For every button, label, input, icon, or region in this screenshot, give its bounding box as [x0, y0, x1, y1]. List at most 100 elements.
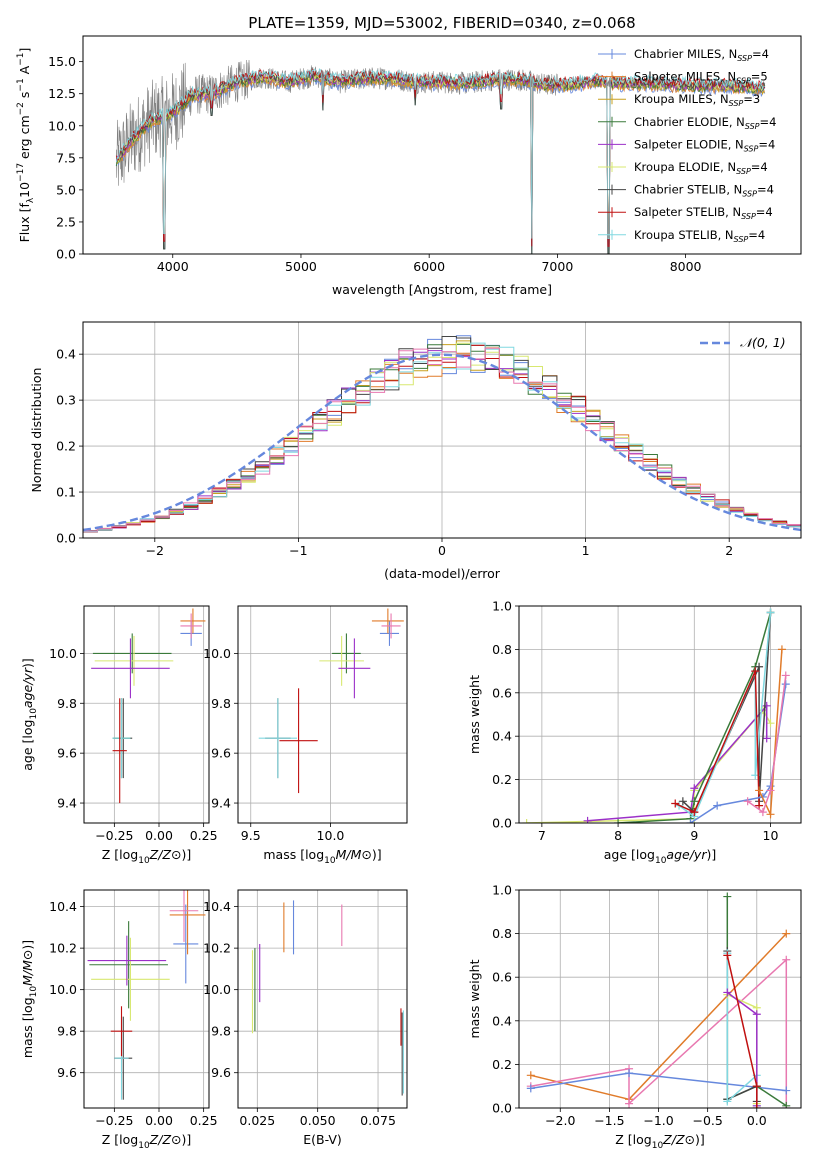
x-tick-label: 0.075: [360, 1113, 396, 1128]
panel-7: −2.0 −1.5 −1.0 −0.5 0.0 0.0 0.2 0.4 0.6 0.8 1.0 Z […: [467, 883, 802, 1151]
data-point-marker: [782, 1086, 791, 1095]
x-tick-label: −1.5: [594, 1113, 624, 1128]
axes-frame: [83, 605, 210, 824]
y-axis-label: mass weight: [467, 959, 482, 1038]
legend-entry: Kroupa MILES, NSSP=3: [634, 92, 760, 108]
data-point-marker: [781, 680, 790, 689]
y-tick-label: 9.4: [57, 796, 77, 811]
x-tick-label: 9.5: [241, 828, 261, 843]
plot-area: [84, 606, 209, 823]
y-tick-label: 10.4: [203, 899, 231, 914]
data-point-marker: [526, 1071, 535, 1080]
data-point-marker: [526, 1084, 535, 1093]
x-tick-label: −0.25: [95, 1113, 133, 1128]
y-tick-label: 1.0: [492, 883, 512, 898]
x-tick-label: 0.0: [747, 1113, 767, 1128]
data-point-marker: [752, 1104, 761, 1108]
data-point-marker: [766, 810, 775, 819]
data-point-marker: [766, 608, 775, 617]
x-tick-label: 5000: [285, 259, 317, 274]
y-tick-label: 0.8: [492, 642, 512, 657]
data-point-marker: [671, 799, 680, 808]
normal-curve: [83, 353, 801, 532]
y-tick-label: 0.2: [492, 772, 512, 787]
data-point-marker: [766, 786, 775, 795]
histogram-step: [83, 347, 801, 532]
data-point-marker: [723, 988, 732, 997]
y-axis-label: mass [log10M/M⊙)]: [20, 940, 39, 1058]
data-point-marker: [723, 892, 732, 901]
x-tick-label: 10: [763, 828, 779, 843]
data-point-marker: [743, 797, 752, 806]
y-tick-label: 10.0: [203, 982, 231, 997]
axes-frame: [83, 889, 210, 1109]
y-tick-label: 10.2: [49, 941, 77, 956]
legend-entry: Salpeter MILES, NSSP=5: [634, 70, 768, 86]
y-tick-label: 10.0: [48, 118, 76, 133]
x-tick-label: 7000: [541, 259, 573, 274]
data-point-marker: [522, 819, 531, 823]
y-axis-label: age [log10age/yr)]: [20, 658, 39, 770]
y-tick-label: 9.4: [211, 796, 231, 811]
axes-frame: [518, 889, 802, 1109]
plot-area: [115, 59, 766, 254]
x-tick-label: −1: [289, 543, 307, 558]
y-axis-label: mass weight: [467, 675, 482, 754]
x-tick-label: 0.025: [239, 1113, 275, 1128]
model-spectrum-line: [115, 68, 765, 247]
y-tick-label: 9.8: [211, 696, 231, 711]
x-tick-label: 0.050: [300, 1113, 336, 1128]
histogram-step: [83, 336, 801, 532]
axes-frame: [82, 35, 802, 255]
x-tick-label: 6000: [413, 259, 445, 274]
data-point-marker: [614, 819, 623, 823]
mass-weight-line: [682, 612, 772, 814]
y-tick-label: 10.2: [203, 941, 231, 956]
x-tick-label: −0.5: [692, 1113, 722, 1128]
data-point-marker: [686, 819, 695, 823]
data-point-marker: [755, 662, 764, 671]
data-point-marker: [678, 797, 687, 806]
y-tick-label: 0.2: [492, 1057, 512, 1072]
data-point-marker: [782, 929, 791, 938]
y-tick-label: 0.0: [56, 247, 76, 262]
y-tick-label: 0.0: [492, 816, 512, 831]
legend-entry: Salpeter STELIB, NSSP=4: [634, 205, 773, 221]
x-tick-label: 8: [614, 828, 622, 843]
axes-frame: [237, 605, 408, 824]
panel-1: −2 −1 0 1 2 0.0 0.1 0.2 0.3 0.4 (data-model)/error…: [29, 321, 802, 581]
y-tick-label: 9.8: [57, 1024, 77, 1039]
data-point-marker: [762, 734, 771, 743]
y-tick-label: 9.8: [211, 1024, 231, 1039]
x-axis-label: Z [log10Z/Z⊙)]: [615, 1132, 705, 1151]
y-tick-label: 2.5: [56, 214, 76, 229]
data-point-marker: [751, 667, 760, 676]
x-tick-label: 0.00: [145, 1113, 173, 1128]
data-point-marker: [752, 1082, 761, 1091]
plot-area: [238, 890, 407, 1108]
legend-entry: Kroupa ELODIE, NSSP=4: [634, 160, 768, 176]
legend-entry: Salpeter ELODIE, NSSP=4: [634, 137, 775, 153]
x-tick-label: −0.25: [95, 828, 133, 843]
x-tick-label: 1: [582, 543, 590, 558]
plot-area: [238, 606, 407, 823]
x-tick-label: 4000: [157, 259, 189, 274]
y-tick-label: 9.6: [57, 1065, 77, 1080]
y-tick-label: 0.2: [56, 439, 76, 454]
plot-area: [519, 890, 801, 1108]
y-tick-label: 10.4: [49, 899, 77, 914]
data-point-marker: [713, 801, 722, 810]
data-point-marker: [723, 1097, 732, 1106]
y-tick-label: 9.6: [211, 1065, 231, 1080]
axes-frame: [237, 889, 408, 1109]
model-spectrum-line: [115, 68, 765, 240]
x-axis-label: E(B-V): [303, 1132, 342, 1147]
plot-area: [83, 322, 801, 538]
y-tick-label: 9.8: [57, 696, 77, 711]
data-point-marker: [723, 951, 732, 960]
y-axis-label: Flux [fλ10−17 erg cm−2 s−1 A−1]: [16, 48, 36, 243]
panel-5: −0.25 0.00 0.25 9.6 9.8 10.0 10.2 10.4 Z [log10Z…: [20, 889, 218, 1151]
panel-6: 0.025 0.050 0.075 9.6 9.8 10.0 10.2 10.4 E(B-V): [203, 889, 408, 1147]
y-tick-label: 9.6: [211, 746, 231, 761]
mass-weight-line: [674, 670, 760, 814]
